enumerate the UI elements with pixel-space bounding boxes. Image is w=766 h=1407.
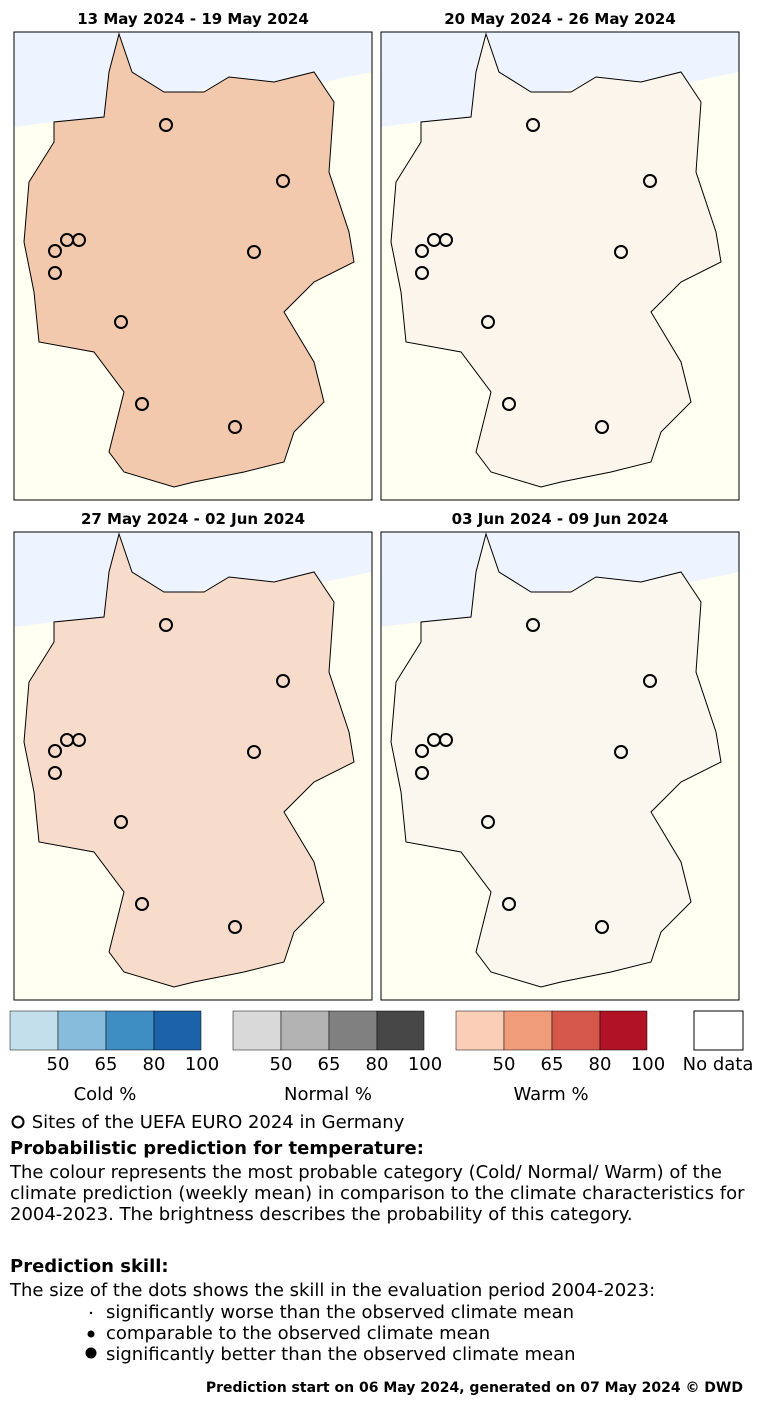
map-panel <box>13 531 373 1001</box>
skill-item: significantly better than the observed c… <box>76 1344 756 1365</box>
map-panel <box>380 531 740 1001</box>
legend-label: Cold % <box>74 1084 137 1105</box>
paragraph: The colour represents the most probable … <box>10 1162 745 1225</box>
panel-title: 13 May 2024 - 19 May 2024 <box>77 10 309 28</box>
footer: Prediction start on 06 May 2024, generat… <box>205 1380 743 1396</box>
skill-item: comparable to the observed climate mean <box>76 1323 756 1344</box>
colorbar-tick: 65 <box>95 1054 118 1075</box>
panel-title: 27 May 2024 - 02 Jun 2024 <box>81 510 305 528</box>
legend-label: Warm % <box>513 1084 588 1105</box>
colorbar-tick: 80 <box>143 1054 166 1075</box>
colorbar-tick: 50 <box>270 1054 293 1075</box>
colorbar-tick: 65 <box>318 1054 341 1075</box>
skill-list: significantly worse than the observed cl… <box>76 1302 756 1365</box>
legend-label: Normal % <box>284 1084 372 1105</box>
heading: Probabilistic prediction for temperature… <box>10 1138 424 1159</box>
colorbar-tick: 100 <box>631 1054 665 1075</box>
panel-title: 20 May 2024 - 26 May 2024 <box>444 10 676 28</box>
maps: 13 May 2024 - 19 May 2024 20 May 2024 - … <box>9 10 754 1105</box>
map-panel <box>13 31 373 501</box>
site-symbol <box>11 1115 25 1129</box>
legend-label: No data <box>683 1054 754 1075</box>
colorbar-tick: 80 <box>366 1054 389 1075</box>
sites-legend: Sites of the UEFA EURO 2024 in Germany <box>10 1112 760 1133</box>
colorbar-warm <box>455 1010 648 1051</box>
skill-text: significantly better than the observed c… <box>106 1344 576 1365</box>
skill-text: comparable to the observed climate mean <box>106 1323 491 1344</box>
colorbar-tick: 50 <box>493 1054 516 1075</box>
paragraph: The size of the dots shows the skill in … <box>10 1280 656 1301</box>
colorbar-cold <box>9 1010 202 1051</box>
panel-title: 03 Jun 2024 - 09 Jun 2024 <box>452 510 669 528</box>
map-panel <box>380 31 740 501</box>
colorbar-tick: 80 <box>589 1054 612 1075</box>
nodata-box <box>693 1010 744 1051</box>
skill-item: significantly worse than the observed cl… <box>76 1302 756 1323</box>
heading: Prediction skill: <box>10 1256 169 1277</box>
colorbar-tick: 50 <box>47 1054 70 1075</box>
colorbar-tick: 65 <box>541 1054 564 1075</box>
skill-text: significantly worse than the observed cl… <box>106 1302 575 1323</box>
sites-text: Sites of the UEFA EURO 2024 in Germany <box>31 1112 405 1133</box>
colorbar-tick: 100 <box>185 1054 219 1075</box>
colorbar-normal <box>232 1010 425 1051</box>
colorbar-tick: 100 <box>408 1054 442 1075</box>
